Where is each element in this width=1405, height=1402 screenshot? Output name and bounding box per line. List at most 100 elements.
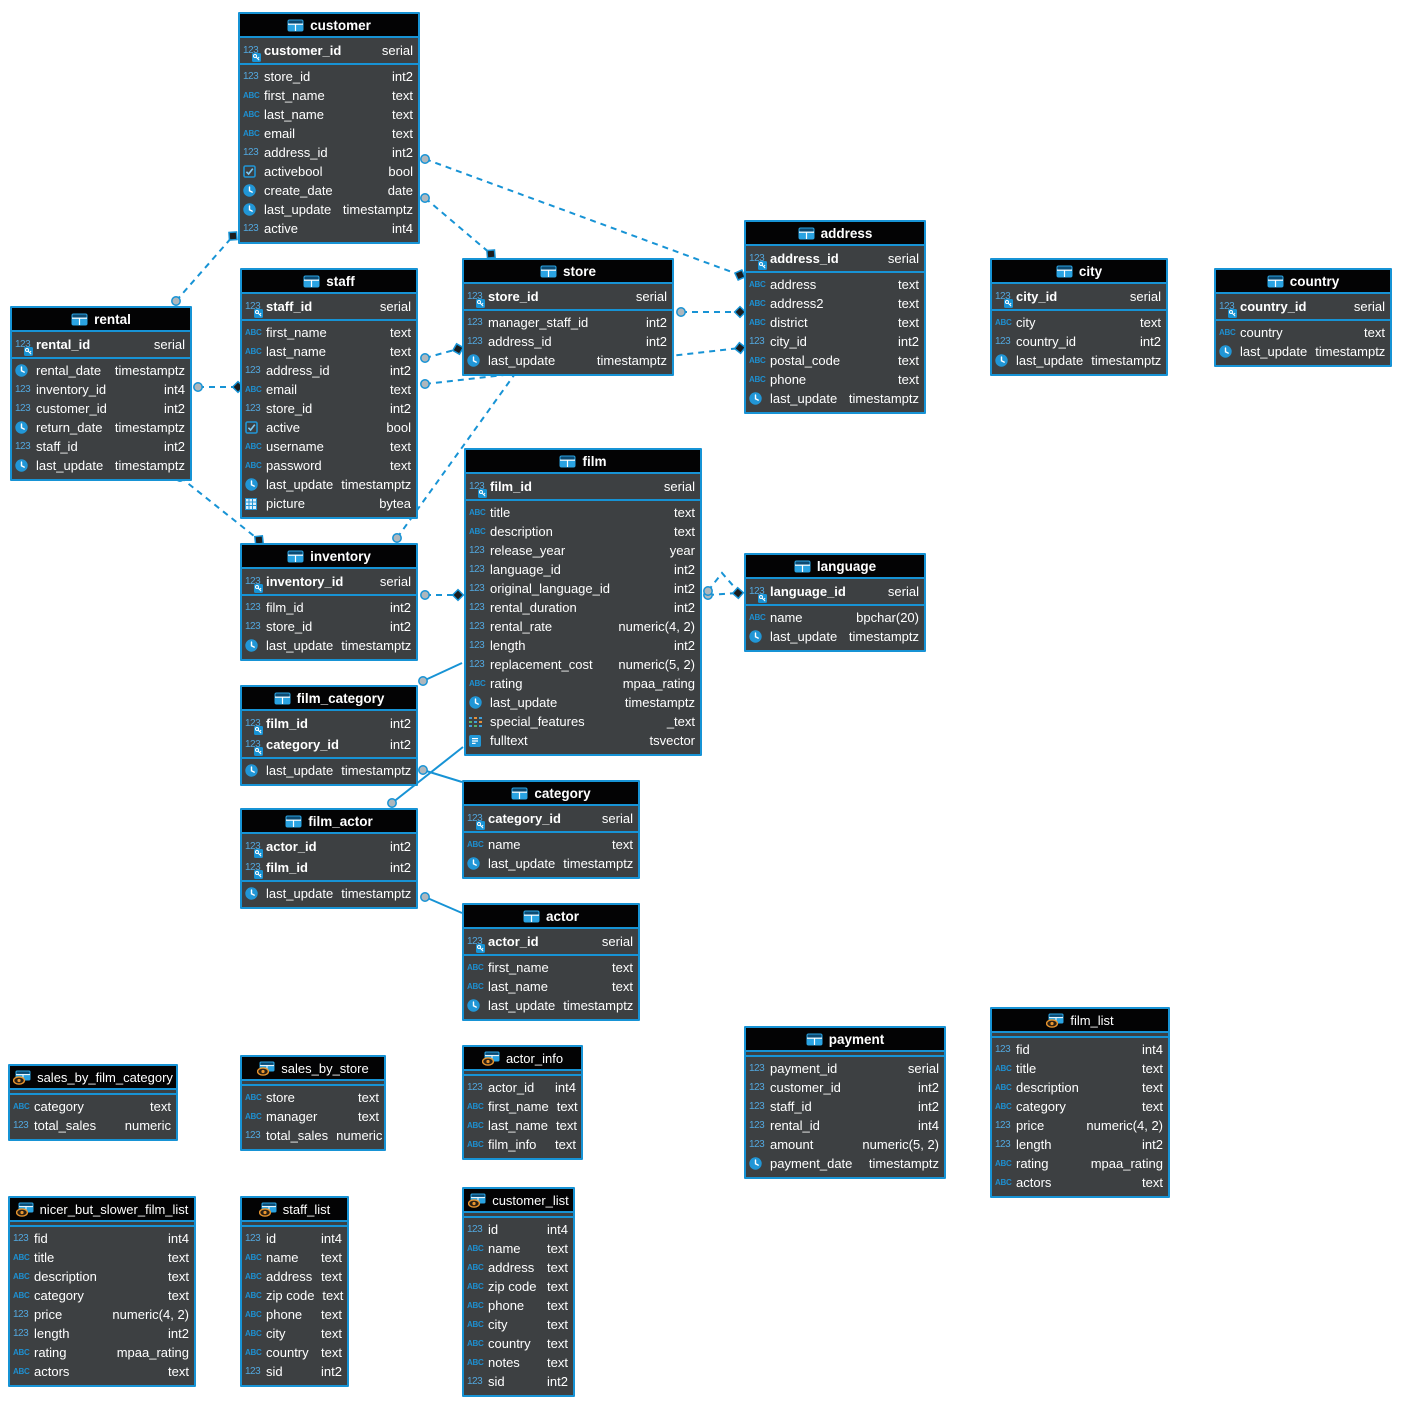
relation-film_actor-film[interactable] <box>387 746 464 808</box>
table-inventory[interactable]: inventory 123 inventory_id serial 123 film_id… <box>240 543 418 661</box>
column-row-release_year[interactable]: 123 release_year year <box>466 541 700 560</box>
relation-film_category-film[interactable] <box>418 662 463 686</box>
column-row-actor_id[interactable]: 123 actor_id int4 <box>464 1078 581 1097</box>
entity-header[interactable]: customer <box>240 14 418 38</box>
entity-header[interactable]: nicer_but_slower_film_list <box>10 1198 194 1222</box>
column-row-staff_id[interactable]: 123 staff_id int2 <box>12 437 190 456</box>
column-row-address[interactable]: ABC address text <box>242 1267 347 1286</box>
column-row-description[interactable]: ABC description text <box>992 1078 1168 1097</box>
column-row-customer_id[interactable]: 123 customer_id int2 <box>746 1078 944 1097</box>
view-customer_list[interactable]: customer_list 123 id int4 ABC name text ABC addr… <box>462 1187 575 1397</box>
column-row-store_id[interactable]: 123 store_id int2 <box>242 399 416 418</box>
column-row-country_id[interactable]: 123 country_id int2 <box>992 332 1166 351</box>
column-row-fid[interactable]: 123 fid int4 <box>992 1040 1168 1059</box>
relation-customer-store[interactable] <box>420 193 496 259</box>
table-customer[interactable]: customer 123 customer_id serial 123 store_id i… <box>238 12 420 244</box>
column-row-sid[interactable]: 123 sid int2 <box>242 1362 347 1381</box>
view-sales_by_film_category[interactable]: sales_by_film_category ABC category text 123… <box>8 1064 178 1141</box>
column-row-email[interactable]: ABC email text <box>240 124 418 143</box>
entity-header[interactable]: country <box>1216 270 1390 294</box>
entity-header[interactable]: film_category <box>242 687 416 711</box>
column-row-customer_id[interactable]: 123 customer_id int2 <box>12 399 190 418</box>
column-row-country[interactable]: ABC country text <box>242 1343 347 1362</box>
column-row-actors[interactable]: ABC actors text <box>992 1173 1168 1192</box>
entity-header[interactable]: film_actor <box>242 810 416 834</box>
column-row-address_id[interactable]: 123 address_id serial <box>746 248 924 270</box>
column-row-zip-code[interactable]: ABC zip code text <box>242 1286 347 1305</box>
table-country[interactable]: country 123 country_id serial ABC country text… <box>1214 268 1392 367</box>
view-sales_by_store[interactable]: sales_by_store ABC store text ABC manager text… <box>240 1055 386 1151</box>
column-row-category[interactable]: ABC category text <box>10 1286 194 1305</box>
column-row-district[interactable]: ABC district text <box>746 313 924 332</box>
column-row-picture[interactable]: picture bytea <box>242 494 416 513</box>
column-row-last_update[interactable]: last_update timestamptz <box>242 475 416 494</box>
entity-header[interactable]: category <box>464 782 638 806</box>
table-film_actor[interactable]: film_actor 123 actor_id int2 123 film_id int2 l… <box>240 808 418 909</box>
column-row-sid[interactable]: 123 sid int2 <box>464 1372 573 1391</box>
view-nicer_but_slower_film_list[interactable]: nicer_but_slower_film_list 123 fid int4 ABC t… <box>8 1196 196 1387</box>
column-row-replacement_cost[interactable]: 123 replacement_cost numeric(5, 2) <box>466 655 700 674</box>
column-row-inventory_id[interactable]: 123 inventory_id int4 <box>12 380 190 399</box>
column-row-description[interactable]: ABC description text <box>466 522 700 541</box>
column-row-phone[interactable]: ABC phone text <box>746 370 924 389</box>
column-row-rating[interactable]: ABC rating mpaa_rating <box>10 1343 194 1362</box>
table-city[interactable]: city 123 city_id serial ABC city text 123 countr… <box>990 258 1168 376</box>
column-row-last_name[interactable]: ABC last_name text <box>464 1116 581 1135</box>
column-row-last_update[interactable]: last_update timestamptz <box>466 693 700 712</box>
column-row-first_name[interactable]: ABC first_name text <box>240 86 418 105</box>
column-row-city_id[interactable]: 123 city_id serial <box>992 286 1166 308</box>
relation-film_actor-actor[interactable] <box>420 892 463 914</box>
relation-rental-customer[interactable] <box>171 231 238 306</box>
view-staff_list[interactable]: staff_list 123 id int4 ABC name text ABC address… <box>240 1196 349 1387</box>
column-row-fid[interactable]: 123 fid int4 <box>10 1229 194 1248</box>
column-row-last_update[interactable]: last_update timestamptz <box>992 351 1166 370</box>
column-row-customer_id[interactable]: 123 customer_id serial <box>240 40 418 62</box>
table-category[interactable]: category 123 category_id serial ABC name text l… <box>462 780 640 879</box>
column-row-inventory_id[interactable]: 123 inventory_id serial <box>242 571 416 593</box>
column-row-rating[interactable]: ABC rating mpaa_rating <box>992 1154 1168 1173</box>
column-row-activebool[interactable]: activebool bool <box>240 162 418 181</box>
entity-header[interactable]: staff_list <box>242 1198 347 1222</box>
column-row-rental_id[interactable]: 123 rental_id serial <box>12 334 190 356</box>
column-row-store_id[interactable]: 123 store_id serial <box>464 286 672 308</box>
table-payment[interactable]: payment 123 payment_id serial 123 customer_id… <box>744 1026 946 1179</box>
column-row-city[interactable]: ABC city text <box>992 313 1166 332</box>
table-staff[interactable]: staff 123 staff_id serial ABC first_name text A… <box>240 268 418 519</box>
column-row-rental_id[interactable]: 123 rental_id int4 <box>746 1116 944 1135</box>
column-row-rental_rate[interactable]: 123 rental_rate numeric(4, 2) <box>466 617 700 636</box>
column-row-title[interactable]: ABC title text <box>10 1248 194 1267</box>
table-rental[interactable]: rental 123 rental_id serial rental_date times… <box>10 306 192 481</box>
relation-film_category-category[interactable] <box>418 765 463 783</box>
column-row-length[interactable]: 123 length int2 <box>992 1135 1168 1154</box>
column-row-store_id[interactable]: 123 store_id int2 <box>240 67 418 86</box>
column-row-last_update[interactable]: last_update timestamptz <box>464 996 638 1015</box>
column-row-last_update[interactable]: last_update timestamptz <box>746 389 924 408</box>
column-row-last_update[interactable]: last_update timestamptz <box>746 627 924 646</box>
entity-header[interactable]: inventory <box>242 545 416 569</box>
column-row-manager_staff_id[interactable]: 123 manager_staff_id int2 <box>464 313 672 332</box>
relation-customer-address[interactable] <box>420 154 747 282</box>
column-row-title[interactable]: ABC title text <box>466 503 700 522</box>
column-row-last_update[interactable]: last_update timestamptz <box>1216 342 1390 361</box>
column-row-country[interactable]: ABC country text <box>464 1334 573 1353</box>
column-row-special_features[interactable]: special_features _text <box>466 712 700 731</box>
column-row-total_sales[interactable]: 123 total_sales numeric <box>242 1126 384 1145</box>
column-row-address_id[interactable]: 123 address_id int2 <box>242 361 416 380</box>
column-row-city[interactable]: ABC city text <box>242 1324 347 1343</box>
column-row-city_id[interactable]: 123 city_id int2 <box>746 332 924 351</box>
column-row-film_id[interactable]: 123 film_id int2 <box>242 857 416 879</box>
column-row-amount[interactable]: 123 amount numeric(5, 2) <box>746 1135 944 1154</box>
column-row-first_name[interactable]: ABC first_name text <box>242 323 416 342</box>
entity-header[interactable]: store <box>464 260 672 284</box>
column-row-zip-code[interactable]: ABC zip code text <box>464 1277 573 1296</box>
column-row-rating[interactable]: ABC rating mpaa_rating <box>466 674 700 693</box>
entity-header[interactable]: actor_info <box>464 1047 581 1071</box>
column-row-name[interactable]: ABC name text <box>464 1239 573 1258</box>
column-row-length[interactable]: 123 length int2 <box>10 1324 194 1343</box>
column-row-category_id[interactable]: 123 category_id serial <box>464 808 638 830</box>
entity-header[interactable]: sales_by_film_category <box>10 1066 176 1090</box>
column-row-name[interactable]: ABC name text <box>242 1248 347 1267</box>
column-row-rental_duration[interactable]: 123 rental_duration int2 <box>466 598 700 617</box>
column-row-actor_id[interactable]: 123 actor_id serial <box>464 931 638 953</box>
entity-header[interactable]: customer_list <box>464 1189 573 1213</box>
